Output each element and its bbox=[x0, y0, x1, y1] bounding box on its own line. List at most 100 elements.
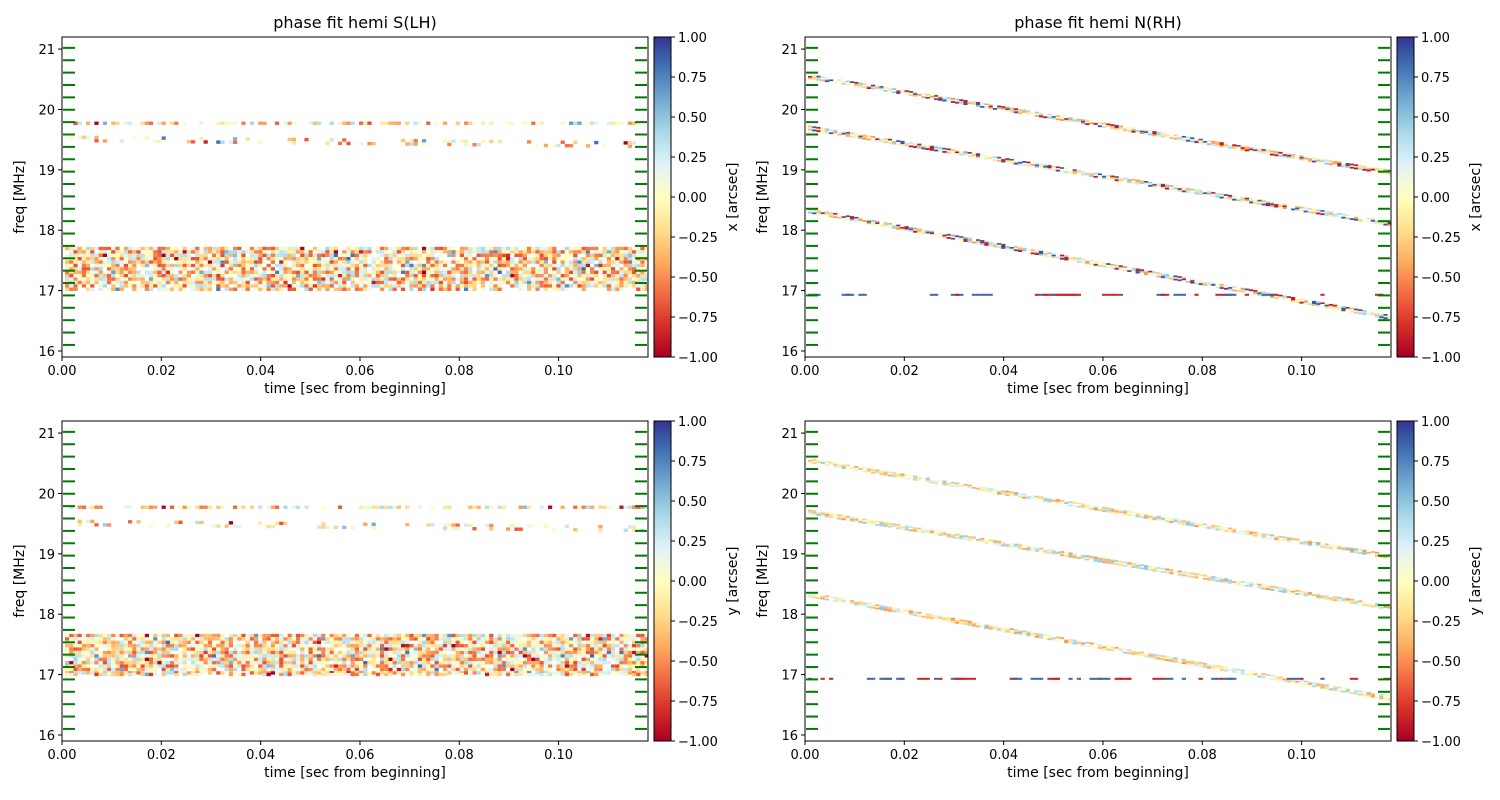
cell bbox=[1286, 204, 1291, 207]
cell bbox=[161, 270, 166, 275]
cell bbox=[476, 650, 481, 655]
cell bbox=[1081, 122, 1086, 125]
cell bbox=[946, 97, 951, 99]
cell bbox=[1320, 158, 1325, 161]
cell bbox=[94, 650, 99, 655]
cell bbox=[585, 280, 590, 285]
cell bbox=[333, 263, 338, 268]
colorbar-tick-label: 0.75 bbox=[678, 455, 707, 470]
cell bbox=[862, 137, 867, 140]
y-tick-label: 19 bbox=[781, 164, 798, 179]
cell bbox=[1009, 110, 1014, 113]
cell bbox=[1370, 167, 1375, 169]
cell bbox=[585, 661, 590, 665]
cell bbox=[73, 667, 78, 672]
cell bbox=[119, 657, 124, 662]
cell bbox=[270, 250, 275, 254]
cell bbox=[1001, 106, 1006, 108]
cell bbox=[1148, 272, 1153, 275]
cell bbox=[480, 637, 485, 641]
cell bbox=[321, 505, 326, 509]
cell bbox=[409, 284, 414, 288]
cell bbox=[304, 284, 309, 288]
cell bbox=[1131, 129, 1136, 132]
cell bbox=[623, 637, 628, 641]
cell bbox=[548, 644, 553, 648]
cell bbox=[94, 633, 99, 638]
cell bbox=[329, 280, 334, 285]
cell bbox=[506, 270, 511, 275]
cell bbox=[485, 260, 490, 264]
cell bbox=[111, 637, 116, 641]
cell bbox=[636, 657, 641, 662]
cell bbox=[65, 637, 70, 641]
cell bbox=[1257, 151, 1262, 154]
cell bbox=[107, 647, 112, 651]
cell bbox=[270, 505, 275, 509]
cell bbox=[409, 253, 414, 258]
cell bbox=[182, 654, 187, 658]
cell bbox=[1228, 146, 1233, 149]
cell bbox=[1291, 297, 1296, 299]
cell bbox=[858, 133, 863, 136]
cell bbox=[401, 672, 406, 677]
cell bbox=[1047, 252, 1052, 255]
cell bbox=[296, 284, 301, 288]
cell bbox=[422, 654, 427, 658]
cell bbox=[1123, 129, 1128, 132]
cell bbox=[984, 489, 989, 491]
cell bbox=[287, 644, 292, 648]
cell bbox=[543, 640, 548, 645]
cell bbox=[845, 131, 850, 134]
subplot-1: 0.00 0.02 0.04 0.06 0.08 0.10161718192021phas… bbox=[12, 13, 741, 397]
cell bbox=[77, 647, 82, 651]
cell bbox=[144, 505, 149, 509]
cell bbox=[501, 654, 506, 658]
cell bbox=[296, 246, 301, 251]
cell bbox=[254, 667, 259, 672]
cell bbox=[531, 257, 536, 261]
cell bbox=[132, 277, 137, 281]
cell bbox=[249, 657, 254, 662]
cell bbox=[182, 284, 187, 288]
cell bbox=[254, 644, 259, 648]
cell bbox=[123, 667, 128, 672]
cell bbox=[875, 469, 880, 472]
cell bbox=[602, 270, 607, 275]
cell bbox=[476, 654, 481, 658]
cell bbox=[489, 650, 494, 655]
cell bbox=[623, 505, 628, 509]
cell bbox=[304, 654, 309, 658]
cell bbox=[392, 253, 397, 258]
cell bbox=[359, 260, 364, 264]
cell bbox=[111, 661, 116, 665]
cell bbox=[1152, 271, 1157, 274]
cell bbox=[434, 277, 439, 281]
cell bbox=[245, 137, 250, 141]
cell bbox=[1089, 173, 1094, 176]
cell bbox=[1219, 283, 1224, 286]
cell bbox=[275, 654, 280, 658]
cell bbox=[409, 633, 414, 638]
cell bbox=[615, 637, 620, 641]
cell bbox=[241, 280, 246, 285]
cell bbox=[182, 260, 187, 264]
cell bbox=[363, 640, 368, 645]
cell bbox=[602, 284, 607, 288]
cell bbox=[527, 140, 532, 144]
cell bbox=[245, 664, 250, 668]
cell bbox=[581, 277, 586, 281]
cell bbox=[1375, 220, 1380, 223]
cell bbox=[464, 287, 469, 291]
cell bbox=[115, 246, 120, 251]
cell bbox=[644, 672, 648, 677]
cell bbox=[455, 253, 460, 258]
cell bbox=[443, 633, 448, 638]
cell bbox=[170, 121, 175, 125]
cell bbox=[518, 644, 523, 648]
cell bbox=[925, 146, 930, 149]
cell bbox=[988, 104, 993, 106]
cell bbox=[207, 284, 212, 288]
cell bbox=[254, 284, 259, 288]
cell bbox=[149, 664, 154, 668]
